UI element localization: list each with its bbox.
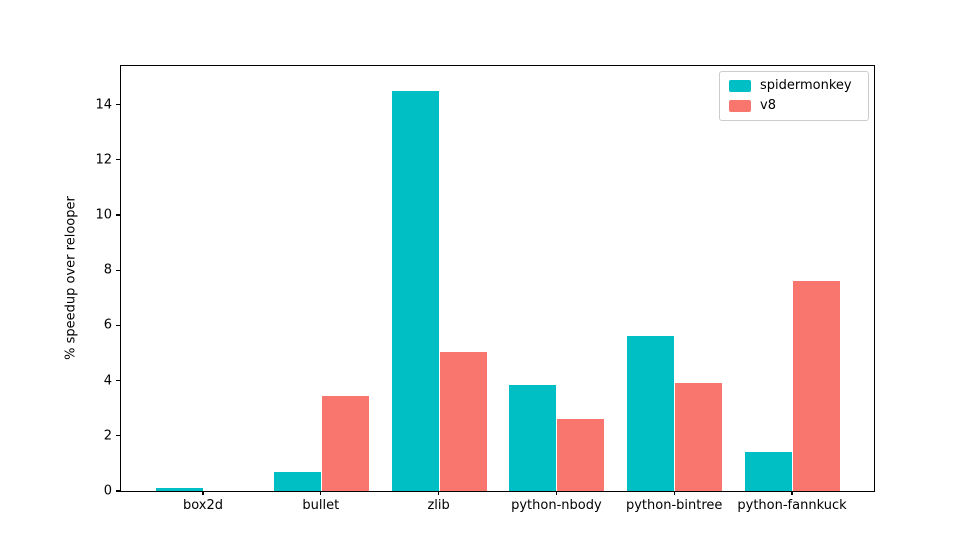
x-tick-label: python-fannkuck (737, 498, 847, 513)
spidermonkey-swatch-icon (729, 80, 751, 92)
legend-label: v8 (760, 98, 776, 113)
x-tick-mark (791, 491, 793, 495)
x-tick-mark (438, 491, 440, 495)
y-tick-mark (116, 159, 120, 161)
bar-v8-python-bintree (675, 383, 723, 491)
y-tick-mark (116, 380, 120, 382)
y-tick-label: 14 (95, 97, 112, 113)
y-axis-label: % speedup over relooper (63, 196, 79, 360)
y-tick-label: 10 (95, 207, 112, 223)
y-tick-label: 0 (103, 483, 112, 499)
x-tick-mark (202, 491, 204, 495)
x-tick-label: zlib (427, 498, 450, 513)
x-tick-mark (320, 491, 322, 495)
plot-area: 0 2 4 6 8 10 12 14 box2d bullet zlib python-nbody py… (95, 65, 875, 513)
bar-v8-bullet (321, 395, 369, 491)
x-tick-mark (555, 491, 557, 495)
x-tick-label: box2d (182, 498, 224, 513)
y-tick-mark (116, 324, 120, 326)
y-tick-label: 6 (103, 317, 112, 333)
bar-spidermonkey-box2d (156, 488, 203, 491)
y-tick-label: 4 (103, 373, 112, 389)
y-tick-mark (116, 214, 120, 216)
bar-spidermonkey-python-bintree (627, 336, 675, 491)
bar-v8-zlib (439, 351, 487, 491)
bar-spidermonkey-python-nbody (509, 384, 557, 491)
y-tick-mark (116, 435, 120, 437)
legend-label: spidermonkey (760, 78, 852, 93)
bar-spidermonkey-python-fannkuck (745, 452, 792, 491)
x-tick-mark (673, 491, 675, 495)
y-tick-label: 8 (103, 262, 112, 278)
x-tick-label: python-bintree (625, 498, 723, 513)
bar-spidermonkey-bullet (273, 471, 321, 491)
bar-spidermonkey-zlib (391, 90, 439, 491)
legend: spidermonkey v8 (719, 71, 869, 121)
x-tick-label: python-nbody (511, 498, 602, 513)
y-tick-mark (116, 490, 120, 492)
bar-v8-python-fannkuck (793, 281, 840, 491)
y-tick-mark (116, 269, 120, 271)
legend-item-v8: v8 (729, 99, 858, 113)
legend-item-spidermonkey: spidermonkey (729, 79, 858, 93)
y-tick-mark (116, 104, 120, 106)
y-tick-label: 12 (95, 152, 112, 168)
y-tick-label: 2 (103, 428, 112, 444)
x-tick-label: bullet (302, 498, 340, 513)
v8-swatch-icon (729, 100, 751, 112)
bar-v8-python-nbody (557, 419, 605, 491)
